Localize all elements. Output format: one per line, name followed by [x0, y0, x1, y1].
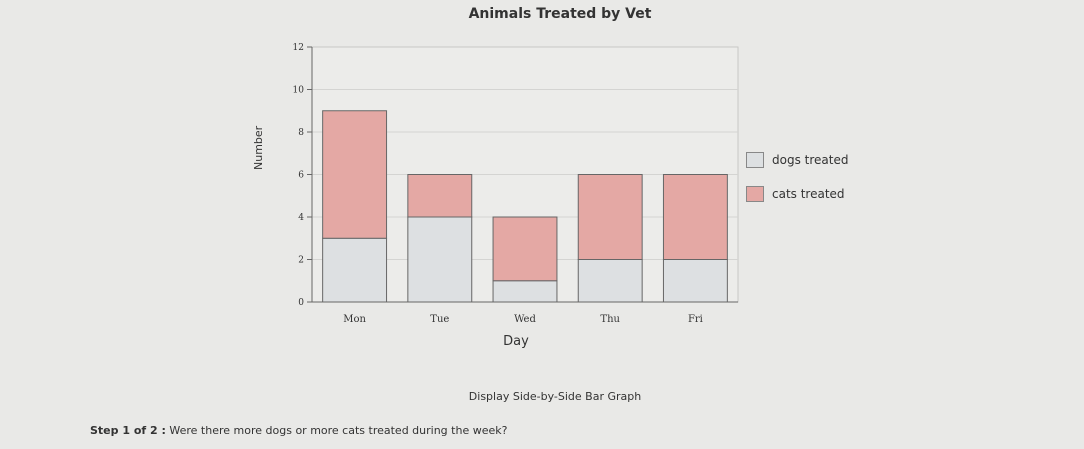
- x-tick-label: Thu: [600, 314, 620, 325]
- chart-title: Animals Treated by Vet: [468, 6, 652, 22]
- bar-cats-treated-fri: [662, 174, 728, 260]
- legend-label-dogs: dogs treated: [772, 153, 849, 167]
- bar-cats-treated-mon: [322, 110, 388, 239]
- x-tick-label: Wed: [514, 314, 536, 325]
- bar-dogs-treated-thu: [577, 259, 643, 303]
- x-tick-label: Fri: [688, 314, 703, 325]
- legend-swatch-cats: [746, 186, 764, 202]
- bar-cats-treated-thu: [577, 174, 643, 260]
- y-tick-label: 8: [298, 128, 304, 138]
- y-tick-label: 2: [298, 256, 304, 266]
- bar-cats-treated-wed: [492, 216, 558, 282]
- bar-dogs-treated-tue: [407, 216, 473, 303]
- step-label: Step 1 of 2 :: [90, 424, 166, 437]
- legend-swatch-dogs: [746, 152, 764, 168]
- x-axis-label: Day: [503, 334, 529, 349]
- legend-item-dogs: dogs treated: [746, 150, 848, 170]
- bar-cats-treated-tue: [407, 174, 473, 218]
- bar-dogs-treated-wed: [492, 280, 558, 303]
- x-tick-label: Tue: [430, 314, 449, 325]
- y-tick-label: 0: [298, 298, 304, 308]
- step-prompt: Step 1 of 2 : Were there more dogs or mo…: [90, 424, 507, 437]
- bar-dogs-treated-mon: [322, 237, 388, 303]
- bar-dogs-treated-fri: [662, 259, 728, 303]
- y-tick-label: 4: [298, 213, 304, 223]
- legend-label-cats: cats treated: [772, 187, 845, 201]
- step-question: Were there more dogs or more cats treate…: [169, 424, 508, 437]
- display-side-by-side-button[interactable]: Display Side-by-Side Bar Graph: [468, 390, 642, 403]
- legend-item-cats: cats treated: [746, 184, 848, 204]
- legend: dogs treated cats treated: [746, 150, 848, 218]
- y-tick-label: 6: [298, 171, 304, 181]
- y-axis-label: Number: [252, 125, 265, 170]
- x-tick-label: Mon: [343, 314, 366, 325]
- y-tick-label: 10: [293, 86, 305, 96]
- y-tick-label: 12: [293, 43, 304, 53]
